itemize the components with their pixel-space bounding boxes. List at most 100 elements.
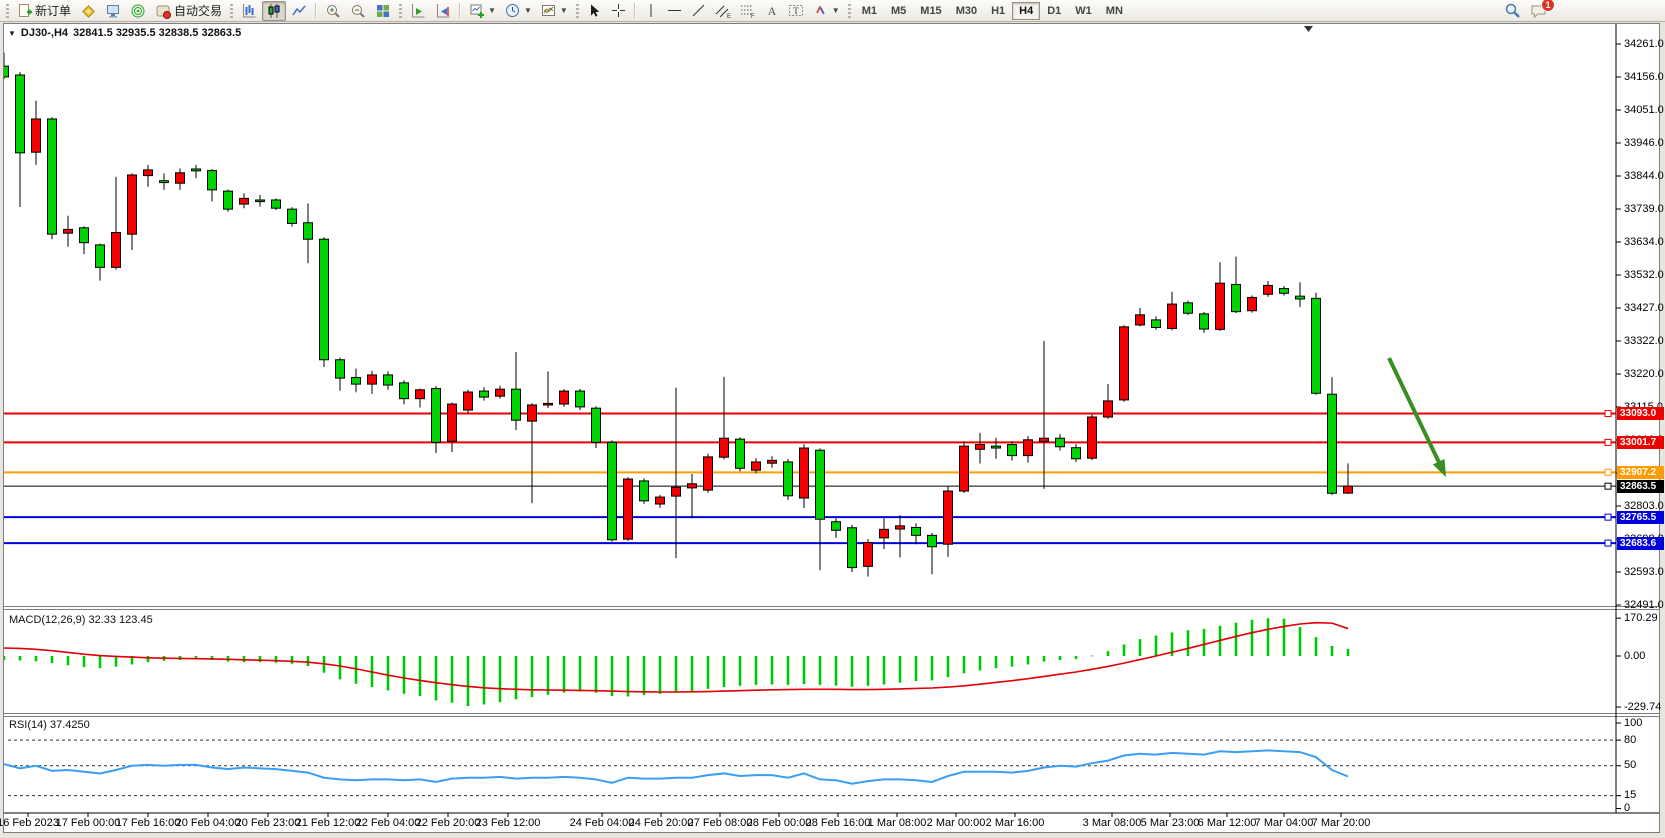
trendline-tool-button[interactable] (687, 1, 710, 21)
macd-histogram-bar (146, 656, 150, 663)
one-click-trading-toggle-icon[interactable]: ▼ (8, 28, 16, 38)
tile-windows-button[interactable] (371, 1, 395, 21)
bear-candle (79, 227, 89, 244)
bull-candle (1087, 416, 1097, 459)
bear-candle (191, 168, 201, 172)
date-tick-label: 24 Feb 20:00 (628, 817, 694, 829)
candlestick-mode-button[interactable] (262, 0, 287, 21)
resistance-line-2-handle-marker[interactable] (1604, 438, 1612, 446)
toolbar-grip[interactable] (575, 3, 579, 18)
price-tick-label: 33946.0 (1624, 136, 1664, 149)
auto-scroll-button[interactable] (406, 1, 430, 21)
date-tick-label: 1 Mar 08:00 (867, 817, 927, 829)
bear-candle (319, 238, 329, 361)
macd-histogram-bar (98, 656, 102, 669)
bull-candle (463, 391, 473, 411)
support-line-2-handle-marker[interactable] (1604, 539, 1612, 547)
horizontal-line-tool-button[interactable] (663, 1, 686, 21)
autotrading-icon (156, 5, 172, 19)
current-price-line-price-tag: 32863.5 (1617, 479, 1664, 493)
cursor-tool-button[interactable] (583, 1, 606, 21)
fibonacci-tool-button[interactable]: F (736, 1, 760, 21)
bull-candle (415, 389, 425, 400)
macd-tick-label: -229.74 (1624, 700, 1662, 713)
timeframe-button-h4[interactable]: H4 (1012, 1, 1041, 20)
bar-chart-mode-button[interactable] (237, 1, 261, 21)
chart-canvas[interactable] (4, 24, 1659, 832)
macd-histogram-bar (306, 656, 310, 666)
crosshair-tool-button[interactable] (607, 1, 630, 21)
current-price-line-handle-marker[interactable] (1604, 482, 1612, 490)
resistance-line-1-price-tag: 33093.0 (1617, 407, 1664, 421)
toolbar-grip[interactable] (6, 3, 9, 18)
periods-dropdown[interactable]: ▼ (501, 1, 536, 21)
new-chart-dropdown[interactable]: ▼ (465, 1, 500, 21)
macd-histogram-bar (818, 656, 822, 685)
timeframe-button-m1[interactable]: M1 (861, 4, 877, 17)
macd-histogram-bar (466, 656, 470, 706)
chart-shift-button[interactable] (431, 1, 455, 21)
terminal-icon (107, 4, 120, 17)
new-order-button[interactable]: 新订单 (13, 1, 75, 21)
timeframe-button-m15[interactable]: M15 (920, 4, 942, 17)
rsi-tick-label: 50 (1624, 759, 1637, 772)
timeframe-button-m30[interactable]: M30 (955, 4, 978, 17)
bull-candle (1167, 303, 1177, 329)
text-label-icon: T (788, 5, 803, 16)
macd-histogram-bar (674, 656, 678, 693)
timeframe-button-m5[interactable]: M5 (891, 4, 907, 17)
text-label-tool-button[interactable]: T (784, 1, 808, 21)
templates-dropdown[interactable]: ▼ (537, 1, 572, 21)
market-scanner-button[interactable] (126, 1, 150, 21)
toolbar: 新订单 (0, 0, 1665, 22)
timeframe-button-h1[interactable]: H1 (991, 4, 1006, 17)
toolbar-grip[interactable] (230, 3, 234, 18)
bull-candle (799, 447, 809, 499)
bear-candle (399, 382, 409, 400)
support-line-2-price-tag: 32683.6 (1617, 536, 1664, 550)
price-tick-label: 34051.0 (1624, 103, 1664, 116)
bear-candle (1199, 313, 1209, 330)
pivot-line-orange-handle-marker[interactable] (1604, 468, 1612, 476)
toolbar-grip[interactable] (399, 3, 403, 18)
zoom-out-button[interactable] (346, 1, 370, 21)
bear-candle (847, 527, 857, 569)
bull-candle (879, 528, 889, 539)
line-chart-mode-button[interactable] (287, 1, 311, 21)
terminal-button[interactable] (101, 1, 125, 21)
timeframe-button-d1[interactable]: D1 (1047, 4, 1062, 17)
bear-candle (207, 170, 217, 191)
metaeditor-button[interactable] (76, 1, 100, 21)
channel-tool-button[interactable]: E (711, 1, 735, 21)
bull-candle (687, 483, 697, 489)
timeframe-button-mn[interactable]: MN (1105, 4, 1123, 17)
bear-candle (4, 65, 9, 78)
bear-candle (511, 388, 521, 421)
resistance-line-1-handle-marker[interactable] (1604, 410, 1612, 418)
toolbar-grip[interactable] (847, 3, 851, 18)
timeframe-button-w1[interactable]: W1 (1075, 4, 1092, 17)
support-line-1-handle-marker[interactable] (1604, 513, 1612, 521)
text-tool-button[interactable]: A (761, 1, 783, 21)
annotation-arrow-line[interactable] (1387, 357, 1443, 467)
rsi-indicator-label: RSI(14) 37.4250 (9, 719, 90, 731)
macd-histogram-bar (642, 656, 646, 696)
chart-shift-marker-icon[interactable] (1304, 26, 1313, 32)
macd-histogram-bar (1250, 619, 1254, 656)
notifications-button[interactable]: 1 (1526, 0, 1555, 21)
zoom-in-button[interactable] (321, 1, 345, 21)
search-button[interactable] (1500, 1, 1525, 21)
macd-histogram-bar (1282, 618, 1286, 656)
macd-histogram-bar (706, 656, 710, 689)
dropdown-caret-icon: ▼ (559, 6, 568, 15)
date-tick-label: 22 Feb 04:00 (355, 817, 421, 829)
macd-histogram-bar (130, 656, 134, 665)
autotrading-button[interactable]: 自动交易 (151, 1, 226, 21)
vertical-line-tool-button[interactable] (640, 1, 662, 21)
macd-histogram-bar (4, 656, 6, 660)
clock-icon (505, 4, 519, 17)
arrows-tool-dropdown[interactable]: ▼ (809, 1, 844, 21)
new-chart-icon (470, 4, 485, 18)
macd-histogram-bar (850, 656, 854, 687)
annotation-arrow-head[interactable] (1432, 458, 1446, 477)
